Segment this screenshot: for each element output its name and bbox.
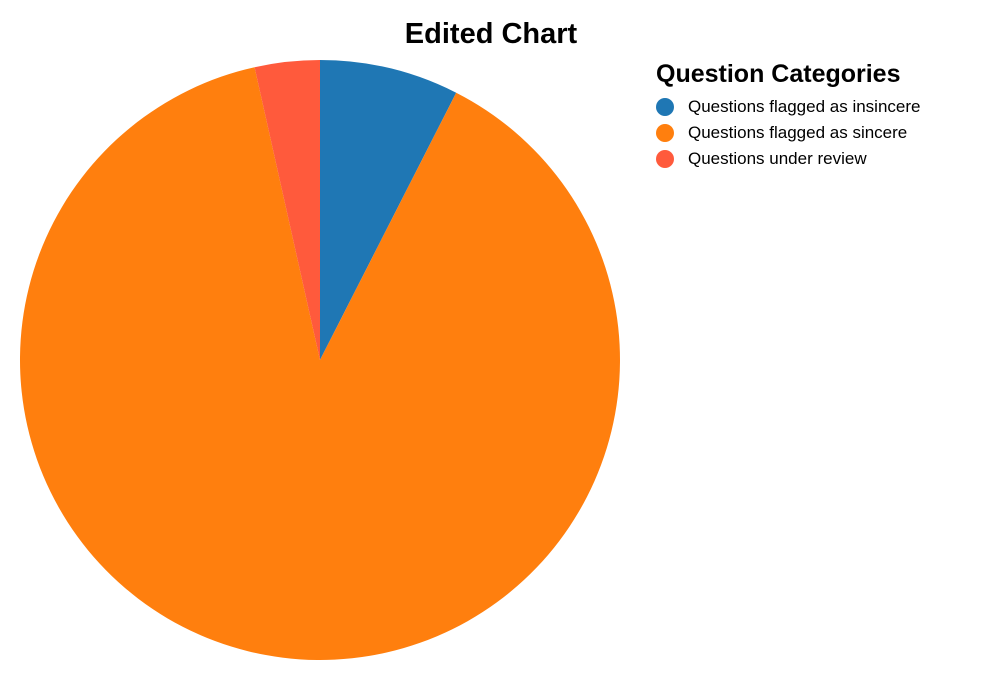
legend-swatch bbox=[656, 124, 674, 142]
legend-item: Questions under review bbox=[656, 146, 920, 172]
legend: Question Categories Questions flagged as… bbox=[656, 58, 920, 172]
legend-swatch bbox=[656, 150, 674, 168]
pie-slice-1 bbox=[320, 60, 457, 360]
legend-label: Questions under review bbox=[688, 149, 867, 168]
legend-swatch bbox=[656, 98, 674, 116]
chart-title: Edited Chart bbox=[404, 18, 578, 50]
legend-label: Questions flagged as insincere bbox=[688, 97, 921, 116]
pie-slice-2 bbox=[19, 67, 620, 660]
legend-label: Questions flagged as sincere bbox=[688, 123, 908, 142]
pie-slice-3 bbox=[254, 60, 320, 360]
legend-items: Questions flagged as insincere Questions … bbox=[656, 94, 920, 172]
legend-item: Questions flagged as insincere bbox=[656, 94, 920, 120]
legend-title: Question Categories bbox=[656, 60, 901, 88]
legend-item: Questions flagged as sincere bbox=[656, 120, 920, 146]
